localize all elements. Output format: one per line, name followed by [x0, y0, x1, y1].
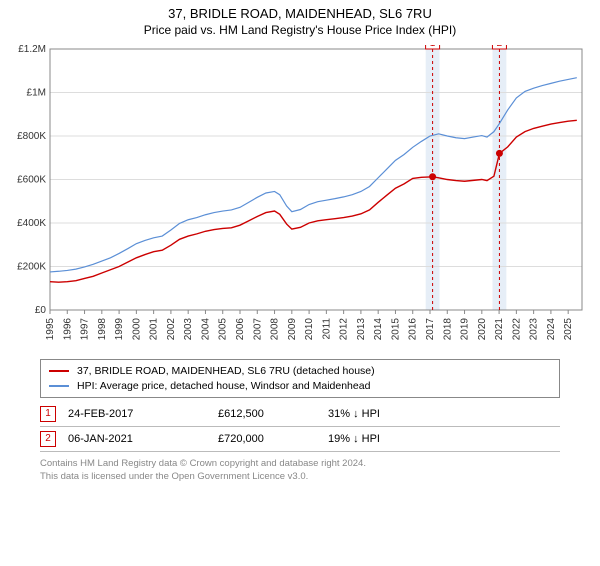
svg-text:1: 1	[430, 45, 436, 49]
svg-text:2: 2	[497, 45, 503, 49]
table-row: 2 06-JAN-2021 £720,000 19% ↓ HPI	[40, 427, 560, 451]
svg-text:2023: 2023	[529, 318, 540, 341]
transaction-diff: 31% ↓ HPI	[328, 408, 428, 420]
svg-text:2022: 2022	[511, 318, 522, 341]
footer-line: Contains HM Land Registry data © Crown c…	[40, 458, 560, 470]
svg-text:2000: 2000	[131, 318, 142, 341]
transaction-diff: 19% ↓ HPI	[328, 433, 428, 445]
svg-text:2005: 2005	[218, 318, 229, 341]
svg-text:2003: 2003	[183, 318, 194, 341]
svg-text:2001: 2001	[149, 318, 160, 341]
svg-text:£1M: £1M	[27, 88, 46, 99]
page-subtitle: Price paid vs. HM Land Registry's House …	[0, 23, 600, 37]
svg-text:£1.2M: £1.2M	[18, 45, 46, 55]
transaction-price: £720,000	[218, 433, 328, 445]
svg-text:2008: 2008	[270, 318, 281, 341]
svg-text:2018: 2018	[442, 318, 453, 341]
legend: 37, BRIDLE ROAD, MAIDENHEAD, SL6 7RU (de…	[40, 359, 560, 398]
chart-container: £0 £200K £400K £600K £800K £1M £1.2M 1995 1996 19…	[10, 45, 590, 355]
svg-text:£600K: £600K	[17, 175, 46, 186]
svg-text:1997: 1997	[80, 318, 91, 341]
legend-item: HPI: Average price, detached house, Wind…	[49, 379, 551, 394]
legend-swatch	[49, 370, 69, 372]
svg-text:2013: 2013	[356, 318, 367, 341]
svg-text:2017: 2017	[425, 318, 436, 341]
legend-swatch	[49, 385, 69, 387]
svg-text:1995: 1995	[45, 318, 56, 341]
svg-text:2020: 2020	[477, 318, 488, 341]
page-title: 37, BRIDLE ROAD, MAIDENHEAD, SL6 7RU	[0, 6, 600, 21]
svg-text:2025: 2025	[563, 318, 574, 341]
transaction-table: 1 24-FEB-2017 £612,500 31% ↓ HPI 2 06-JA…	[40, 402, 560, 451]
svg-text:2016: 2016	[408, 318, 419, 341]
svg-text:2019: 2019	[460, 318, 471, 341]
legend-label: 37, BRIDLE ROAD, MAIDENHEAD, SL6 7RU (de…	[77, 364, 375, 379]
svg-text:2021: 2021	[494, 318, 505, 341]
svg-text:2004: 2004	[200, 318, 211, 341]
footer: Contains HM Land Registry data © Crown c…	[40, 458, 560, 483]
svg-text:£800K: £800K	[17, 131, 46, 142]
transaction-price: £612,500	[218, 408, 328, 420]
svg-text:1998: 1998	[97, 318, 108, 341]
svg-text:2002: 2002	[166, 318, 177, 341]
svg-text:2012: 2012	[339, 318, 350, 341]
transaction-date: 24-FEB-2017	[68, 408, 218, 420]
svg-text:2009: 2009	[287, 318, 298, 341]
svg-text:£0: £0	[35, 305, 47, 316]
svg-text:2015: 2015	[390, 318, 401, 341]
svg-text:1999: 1999	[114, 318, 125, 341]
svg-text:2024: 2024	[546, 318, 557, 341]
svg-text:2011: 2011	[321, 318, 332, 340]
legend-item: 37, BRIDLE ROAD, MAIDENHEAD, SL6 7RU (de…	[49, 364, 551, 379]
svg-text:2010: 2010	[304, 318, 315, 341]
svg-text:2006: 2006	[235, 318, 246, 341]
legend-label: HPI: Average price, detached house, Wind…	[77, 379, 370, 394]
transaction-marker: 2	[40, 431, 56, 447]
svg-text:2007: 2007	[252, 318, 263, 341]
svg-text:£200K: £200K	[17, 262, 46, 273]
svg-text:1996: 1996	[62, 318, 73, 341]
svg-text:£400K: £400K	[17, 218, 46, 229]
transaction-date: 06-JAN-2021	[68, 433, 218, 445]
line-chart: £0 £200K £400K £600K £800K £1M £1.2M 1995 1996 19…	[10, 45, 590, 355]
footer-line: This data is licensed under the Open Gov…	[40, 471, 560, 483]
table-row: 1 24-FEB-2017 £612,500 31% ↓ HPI	[40, 402, 560, 426]
transaction-marker: 1	[40, 406, 56, 422]
svg-text:2014: 2014	[373, 318, 384, 341]
